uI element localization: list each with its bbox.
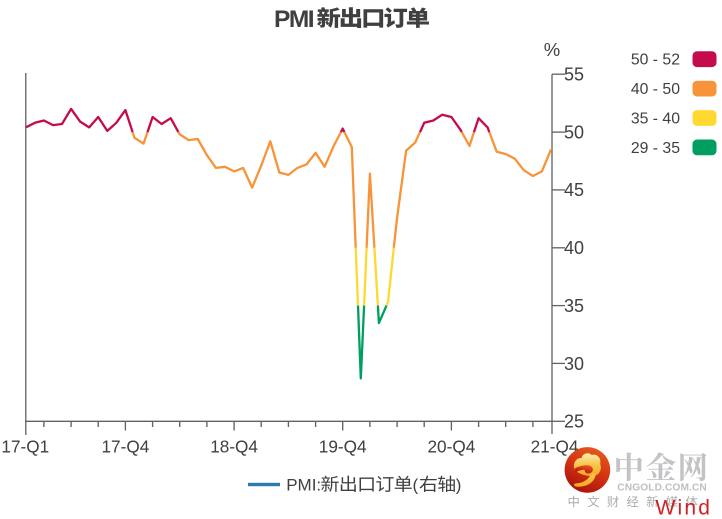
svg-text:19-Q4: 19-Q4: [319, 437, 367, 457]
svg-text:PMI:: PMI:: [286, 476, 321, 495]
svg-text:40: 40: [564, 238, 584, 258]
svg-text:CNGOLD.COM.CN: CNGOLD.COM.CN: [617, 483, 707, 494]
svg-text:(: (: [413, 476, 419, 495]
svg-text:17-Q4: 17-Q4: [102, 437, 150, 457]
svg-text:55: 55: [564, 65, 584, 85]
svg-text:50 - 52: 50 - 52: [631, 52, 680, 69]
svg-text:20-Q4: 20-Q4: [428, 437, 476, 457]
svg-text:45: 45: [564, 180, 584, 200]
svg-text:25: 25: [564, 412, 584, 432]
svg-text:18-Q4: 18-Q4: [210, 437, 258, 457]
svg-text:Wind: Wind: [656, 497, 713, 519]
svg-text:21-Q4: 21-Q4: [531, 437, 579, 457]
svg-text:29 - 35: 29 - 35: [631, 140, 680, 157]
svg-text:50: 50: [564, 122, 584, 142]
svg-text:40 - 50: 40 - 50: [631, 81, 680, 98]
svg-text:35 - 40: 35 - 40: [631, 110, 680, 127]
svg-text:35: 35: [564, 296, 584, 316]
svg-text:30: 30: [564, 354, 584, 374]
svg-text:17-Q1: 17-Q1: [1, 437, 49, 457]
svg-text:%: %: [544, 39, 560, 60]
svg-text:PMI: PMI: [274, 6, 314, 33]
svg-text:): ): [456, 476, 462, 495]
